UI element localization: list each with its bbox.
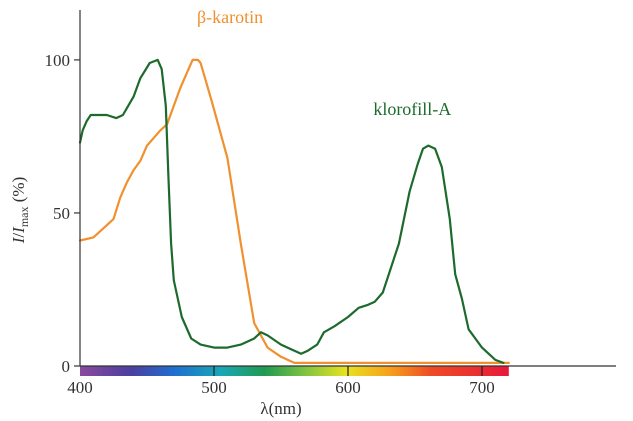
x-tick-label: 600 (335, 378, 361, 397)
y-axis-title-sep: / (9, 233, 28, 238)
y-axis-title-symbol: I (9, 226, 28, 234)
series-line-2 (78, 58, 505, 364)
y-ticks: 0 50 100 (45, 51, 80, 376)
y-tick-label: 0 (62, 357, 71, 376)
x-tick-label: 700 (469, 378, 495, 397)
spectrum-band (80, 366, 509, 376)
y-tick-label: 50 (53, 204, 70, 223)
x-axis-title: λ(nm) (260, 399, 301, 418)
series-label-1: β-karotin (197, 7, 263, 27)
y-axis-title-subscript: max (17, 206, 31, 227)
series-line-1 (78, 58, 510, 364)
y-axis-title: I/Imax (%) (9, 177, 31, 244)
curves (78, 58, 510, 364)
x-tick-label: 400 (67, 378, 93, 397)
y-axis-title-unit: (%) (9, 177, 28, 207)
x-tick-label: 500 (201, 378, 227, 397)
series-label-2: klorofill-A (373, 99, 451, 119)
x-ticks: 400 500 600 700 (67, 366, 495, 397)
series-labels: β-karotin klorofill-A (197, 7, 451, 119)
plot-area: 400 500 600 700 0 50 100 β-karotin klorofill-A (45, 7, 616, 397)
y-axis-title-main: I (9, 236, 28, 244)
y-tick-label: 100 (45, 51, 71, 70)
